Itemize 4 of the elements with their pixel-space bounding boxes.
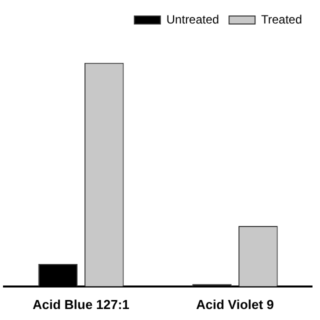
legend-label: Untreated xyxy=(166,12,220,26)
legend-label: Treated xyxy=(261,12,302,26)
x-tick-label: Acid Blue 127:1 xyxy=(32,296,130,312)
x-tick-label: Acid Violet 9 xyxy=(196,296,274,312)
